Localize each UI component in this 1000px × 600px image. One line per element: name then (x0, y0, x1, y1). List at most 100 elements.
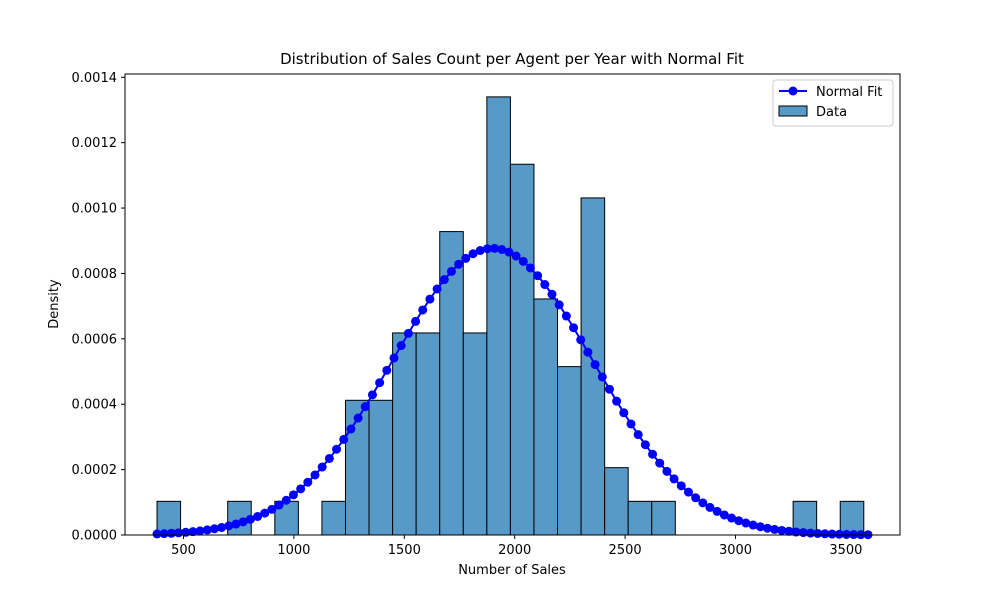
normal-fit-marker (425, 294, 435, 304)
normal-fit-marker (389, 353, 399, 363)
normal-fit-marker (339, 434, 349, 444)
x-tick-label: 1500 (388, 543, 421, 558)
legend-data-label: Data (816, 105, 847, 120)
histogram-bar (486, 96, 511, 536)
histogram-bar (604, 467, 629, 536)
normal-fit-marker (303, 477, 313, 487)
normal-fit-marker (382, 365, 392, 375)
normal-fit-marker (518, 256, 528, 266)
normal-fit-marker (367, 390, 377, 400)
normal-fit-marker (540, 280, 550, 290)
normal-fit-marker (396, 341, 406, 351)
normal-fit-marker (569, 323, 579, 333)
normal-fit-marker (784, 526, 794, 536)
normal-fit-marker (353, 413, 363, 423)
normal-fit-marker (648, 449, 658, 459)
y-tick-label: 0.0002 (72, 463, 118, 478)
normal-fit-marker (734, 516, 744, 526)
x-axis-ticks: 500 1000 1500 2000 2500 3000 3500 (171, 535, 862, 558)
histogram-bar (462, 332, 488, 536)
normal-fit-marker (619, 408, 629, 418)
histogram-bar (651, 500, 676, 536)
chart-title: Distribution of Sales Count per Agent pe… (280, 50, 744, 68)
normal-fit-marker (238, 517, 248, 527)
normal-fit-marker (741, 518, 751, 528)
normal-fit-marker (475, 246, 485, 256)
normal-fit-marker (597, 372, 607, 382)
normal-fit-marker (533, 271, 543, 281)
normal-fit-marker (669, 474, 679, 484)
normal-fit-marker (217, 522, 227, 532)
legend-normal-fit-marker (788, 86, 798, 96)
normal-fit-series (152, 243, 873, 540)
normal-fit-marker (791, 527, 801, 537)
histogram-bar (557, 366, 582, 536)
normal-fit-marker (411, 316, 421, 326)
normal-fit-marker (590, 360, 600, 370)
normal-fit-marker (468, 249, 478, 259)
normal-fit-marker (317, 462, 327, 472)
normal-fit-marker (504, 247, 514, 257)
normal-fit-marker (375, 378, 385, 388)
normal-fit-marker (561, 311, 571, 321)
normal-fit-marker (626, 419, 636, 429)
x-axis-label: Number of Sales (458, 563, 566, 578)
y-tick-label: 0.0012 (72, 136, 118, 151)
normal-fit-marker (245, 514, 255, 524)
histogram-bar (368, 399, 394, 536)
x-tick-label: 2000 (498, 543, 531, 558)
histogram-bar (415, 332, 441, 536)
normal-fit-marker (403, 328, 413, 338)
normal-fit-marker (827, 529, 837, 539)
normal-fit-marker (633, 430, 643, 440)
normal-fit-marker (683, 487, 693, 497)
legend-normal-fit-label: Normal Fit (816, 85, 882, 100)
normal-fit-marker (727, 513, 737, 523)
y-tick-label: 0.0014 (72, 71, 118, 86)
normal-fit-marker (439, 275, 449, 285)
histogram-bar (321, 500, 346, 536)
normal-fit-marker (719, 510, 729, 520)
plot-frame (124, 73, 901, 536)
normal-fit-marker (691, 493, 701, 503)
normal-fit-marker (332, 444, 342, 454)
normal-fit-marker (770, 524, 780, 534)
normal-fit-marker (712, 506, 722, 516)
normal-fit-marker (482, 244, 492, 254)
y-tick-label: 0.0000 (72, 529, 118, 544)
normal-fit-marker (195, 526, 205, 536)
normal-fit-marker (253, 511, 263, 521)
normal-fit-marker (490, 243, 500, 253)
normal-fit-marker (152, 529, 162, 539)
histogram-bar (839, 500, 865, 536)
normal-fit-marker (554, 300, 564, 310)
normal-fit-marker (267, 504, 277, 514)
normal-fit-marker (834, 529, 844, 539)
histogram-bar (627, 500, 653, 536)
normal-fit-marker (310, 470, 320, 480)
x-tick-label: 1000 (277, 543, 310, 558)
normal-fit-marker (813, 528, 823, 538)
normal-fit-marker (296, 484, 306, 494)
normal-fit-marker (576, 335, 586, 345)
normal-fit-marker (497, 245, 507, 254)
normal-fit-marker (762, 523, 772, 533)
histogram-bar (533, 298, 559, 536)
normal-fit-marker (525, 263, 535, 273)
normal-fit-marker (583, 347, 593, 357)
normal-fit-marker (209, 524, 219, 534)
x-tick-label: 3500 (829, 543, 862, 558)
normal-fit-marker (446, 266, 456, 276)
normal-fit-marker (511, 251, 521, 261)
normal-fit-marker (260, 508, 270, 518)
normal-fit-marker (432, 284, 442, 294)
x-tick-label: 500 (171, 543, 196, 558)
y-tick-label: 0.0010 (72, 202, 118, 217)
normal-fit-marker (705, 502, 715, 512)
normal-fit-marker (346, 424, 356, 434)
normal-fit-marker (547, 289, 557, 299)
normal-fit-marker (777, 525, 787, 535)
normal-fit-marker (461, 253, 471, 263)
normal-fit-marker (274, 500, 284, 510)
